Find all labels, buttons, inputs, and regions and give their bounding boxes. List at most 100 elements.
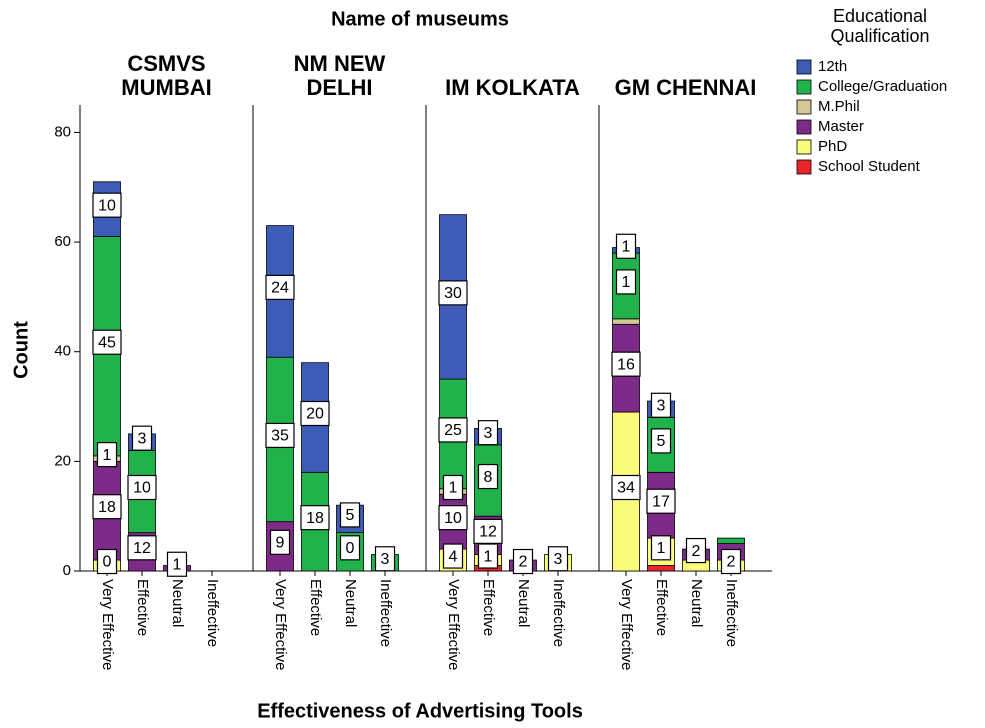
value-label: 18 <box>306 510 324 527</box>
legend-swatch <box>796 59 812 75</box>
value-label-box <box>477 543 499 569</box>
bar-segment <box>717 537 745 544</box>
value-label-box <box>650 428 672 454</box>
value-label-box <box>477 463 499 490</box>
legend-label: PhD <box>818 138 847 155</box>
value-label-box <box>339 502 361 528</box>
value-label: 3 <box>381 551 390 568</box>
value-label: 34 <box>617 480 635 497</box>
x-tick-label: Neutral <box>342 579 359 627</box>
value-label: 1 <box>622 239 631 256</box>
value-label: 17 <box>652 493 670 510</box>
chart-title: Name of museums <box>331 8 509 30</box>
value-label: 35 <box>271 428 289 445</box>
legend-label: M.Phil <box>818 98 860 115</box>
y-tick-label: 40 <box>54 343 71 360</box>
x-axis-label: Effectiveness of Advertising Tools <box>257 700 583 722</box>
value-label: 12 <box>479 524 497 541</box>
value-label-box <box>265 422 295 449</box>
legend-swatch <box>796 79 812 95</box>
value-label-box <box>131 425 153 451</box>
x-tick-label: Effective <box>307 579 324 636</box>
value-label-box <box>615 269 637 295</box>
value-label-box <box>269 529 291 555</box>
value-label: 4 <box>449 548 458 565</box>
value-label-box <box>96 548 118 575</box>
value-label: 5 <box>657 433 666 450</box>
x-tick-label: Effective <box>480 579 497 636</box>
value-label-box <box>685 537 707 564</box>
value-label: 1 <box>657 540 666 557</box>
value-label: 3 <box>138 430 147 447</box>
value-label-box <box>166 551 188 577</box>
value-label: 2 <box>692 543 701 560</box>
legend-label: Master <box>818 118 864 135</box>
bar-segment <box>612 318 640 325</box>
value-label: 10 <box>444 510 462 527</box>
x-tick-label: Ineffective <box>204 579 221 647</box>
x-tick-label: Ineffective <box>723 579 740 647</box>
legend-swatch <box>796 99 812 115</box>
value-label-box <box>127 474 157 501</box>
value-label-box <box>650 535 672 561</box>
legend-swatch <box>796 159 812 175</box>
value-label-box <box>92 192 122 218</box>
value-label-box <box>438 417 468 443</box>
value-label-box <box>720 548 742 575</box>
legend-swatch <box>796 139 812 155</box>
value-label: 3 <box>657 397 666 414</box>
panel-title: GM CHENNAI <box>614 75 757 100</box>
value-label: 2 <box>519 554 528 571</box>
value-label: 25 <box>444 422 462 439</box>
value-label: 30 <box>444 285 462 302</box>
x-tick-label: Effective <box>653 579 670 636</box>
value-label-box <box>300 505 330 531</box>
value-label: 3 <box>484 425 493 442</box>
value-label: 5 <box>346 507 355 524</box>
value-label: 18 <box>98 499 116 516</box>
value-label-box <box>611 474 641 501</box>
value-label: 3 <box>554 551 563 568</box>
value-label-box <box>127 535 157 561</box>
legend-label: School Student <box>818 158 921 175</box>
value-label-box <box>374 546 396 572</box>
panel-title: NM NEW DELHI <box>293 51 386 100</box>
x-tick-label: Very Effective <box>618 579 635 670</box>
x-tick-label: Very Effective <box>272 579 289 670</box>
y-axis-label: Count <box>10 321 32 379</box>
legend-title: Educational Qualification <box>830 6 930 46</box>
value-label-box <box>92 494 122 520</box>
x-tick-label: Effective <box>134 579 151 636</box>
value-label-box <box>442 543 464 569</box>
legend-swatch <box>796 119 812 135</box>
x-tick-label: Ineffective <box>377 579 394 647</box>
value-label: 1 <box>103 447 112 464</box>
x-tick-label: Very Effective <box>445 579 462 670</box>
value-label-box <box>547 546 569 572</box>
value-label-box <box>265 274 295 300</box>
value-label: 10 <box>133 480 151 497</box>
value-label-box <box>473 518 503 544</box>
x-tick-label: Ineffective <box>550 579 567 647</box>
value-label: 10 <box>98 197 116 214</box>
value-label-box <box>611 351 641 377</box>
value-label: 8 <box>484 469 493 486</box>
y-tick-label: 60 <box>54 233 71 250</box>
value-label-box <box>615 233 637 259</box>
value-label: 1 <box>484 548 493 565</box>
value-label: 0 <box>346 540 355 557</box>
panel-title: CSMVS MUMBAI <box>121 51 212 100</box>
legend-label: College/Graduation <box>818 78 947 95</box>
value-label-box <box>512 548 534 575</box>
y-tick-label: 20 <box>54 452 71 469</box>
value-label: 16 <box>617 356 635 373</box>
x-tick-label: Very Effective <box>99 579 116 670</box>
value-label-box <box>339 535 361 561</box>
y-tick-label: 80 <box>54 123 71 140</box>
value-label-box <box>646 488 676 514</box>
value-label: 1 <box>622 274 631 291</box>
y-tick-label: 0 <box>63 562 71 579</box>
value-label: 12 <box>133 540 151 557</box>
